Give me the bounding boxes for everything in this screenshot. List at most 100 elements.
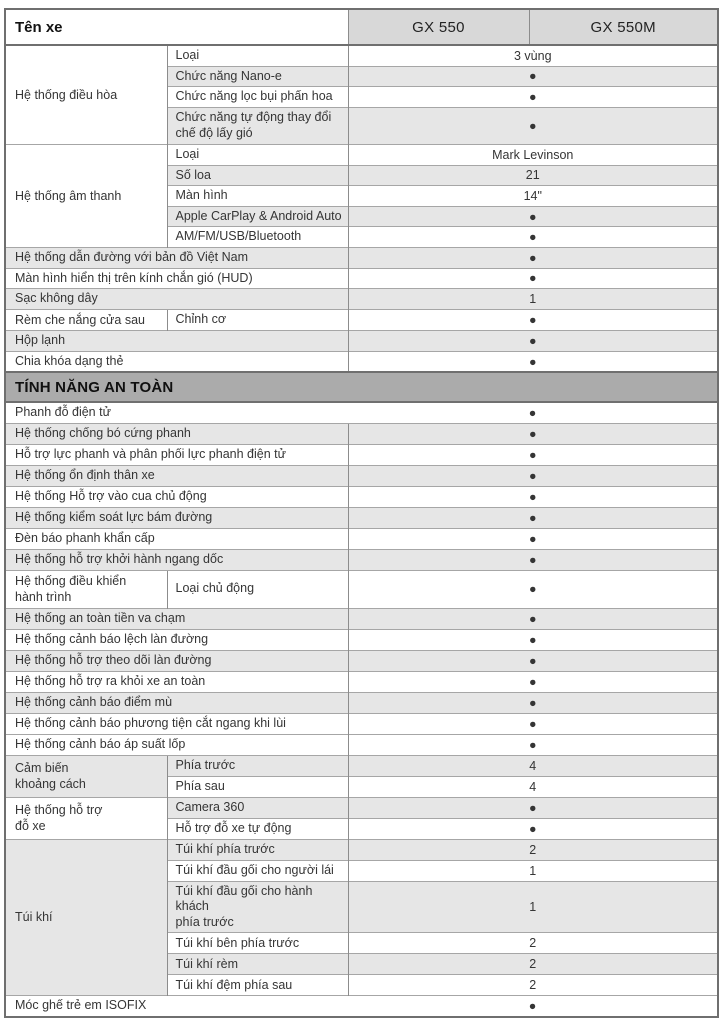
spec-sublabel: Loại chủ động xyxy=(166,570,348,608)
spec-value: ● xyxy=(347,330,718,352)
spec-value: Mark Levinson xyxy=(347,143,718,165)
spec-sublabel: Phía trước xyxy=(166,754,348,776)
spec-value: 3 vùng xyxy=(347,44,718,67)
spec-value: ● xyxy=(347,528,718,550)
table-row: Hỗ trợ đỗ xe tự động ● xyxy=(5,817,718,839)
spec-value: 2 xyxy=(347,838,718,860)
spec-sublabel: Chức năng tự động thay đổi chế độ lấy gi… xyxy=(166,106,348,145)
table-row: Số loa 21 xyxy=(5,164,718,186)
spec-sublabel: Túi khí rèm xyxy=(166,953,348,975)
table-row: AM/FM/USB/Bluetooth ● xyxy=(5,226,718,248)
table-row: Chức năng Nano-e ● xyxy=(5,65,718,87)
spec-sublabel: Chức năng lọc bụi phấn hoa xyxy=(166,86,348,108)
spec-label: Hệ thống cảnh báo áp suất lốp xyxy=(5,733,348,755)
spec-value: ● xyxy=(347,267,718,289)
spec-table-body: Hệ thống điều hòa Loại 3 vùng Chức năng Nan… xyxy=(5,44,718,1017)
table-row: Rèm che nắng cửa sau Chỉnh cơ ● xyxy=(5,308,718,331)
spec-value: ● xyxy=(347,817,718,839)
table-row: Hệ thống hỗ trợ ra khỏi xe an toàn ● xyxy=(5,670,718,692)
section-title: TÍNH NĂNG AN TOÀN xyxy=(5,371,718,404)
spec-value: ● xyxy=(347,507,718,529)
spec-value: ● xyxy=(347,628,718,650)
table-row: Hệ thống cảnh báo điểm mù ● xyxy=(5,691,718,713)
spec-value: 2 xyxy=(347,974,718,996)
spec-value: ● xyxy=(347,670,718,692)
spec-label: Hộp lạnh xyxy=(5,330,348,352)
spec-sublabel: Loại xyxy=(166,143,348,165)
table-row: Hệ thống dẫn đường với bản đồ Việt Nam ● xyxy=(5,247,718,269)
spec-value: 1 xyxy=(347,880,718,933)
spec-sublabel: AM/FM/USB/Bluetooth xyxy=(166,226,348,248)
group-label: Hệ thống điều hòa xyxy=(5,44,167,145)
table-row: Túi khí bên phía trước 2 xyxy=(5,932,718,954)
spec-label: Sạc không dây xyxy=(5,288,348,310)
vehicle-spec-table: Tên xe GX 550 GX 550M Hệ thống điều hòa L… xyxy=(4,8,719,1018)
table-row: Túi khí rèm 2 xyxy=(5,953,718,975)
spec-sublabel: Túi khí đầu gối cho người lái xyxy=(166,859,348,881)
spec-sublabel: Hỗ trợ đỗ xe tự động xyxy=(166,817,348,839)
spec-label: Hệ thống kiểm soát lực bám đường xyxy=(5,507,348,529)
table-row: Hệ thống cảnh báo áp suất lốp ● xyxy=(5,733,718,755)
spec-label: Phanh đỗ điện tử xyxy=(5,401,348,424)
table-row: Hệ thống chống bó cứng phanh ● xyxy=(5,423,718,445)
table-row: Hệ thống hỗ trợ đỗ xe Camera 360 ● xyxy=(5,796,718,839)
spec-value: 21 xyxy=(347,164,718,186)
group-label: Hệ thống hỗ trợ đỗ xe xyxy=(5,796,167,839)
table-row: Chức năng lọc bụi phấn hoa ● xyxy=(5,86,718,108)
group-label: Túi khí xyxy=(5,838,167,996)
spec-value: ● xyxy=(347,86,718,108)
spec-sublabel: Phía sau xyxy=(166,775,348,797)
spec-label: Hệ thống ổn định thân xe xyxy=(5,465,348,487)
spec-sublabel: Túi khí đầu gối cho hành khách phía trướ… xyxy=(166,880,348,933)
spec-label: Hỗ trợ lực phanh và phân phối lực phanh … xyxy=(5,444,348,466)
table-row: Túi khí đầu gối cho người lái 1 xyxy=(5,859,718,881)
spec-value: 1 xyxy=(347,859,718,881)
spec-value: ● xyxy=(347,106,718,145)
section-banner-row: TÍNH NĂNG AN TOÀN xyxy=(5,371,718,404)
spec-sublabel: Loại xyxy=(166,44,348,67)
spec-value: ● xyxy=(347,691,718,713)
table-row: Cảm biến khoảng cách Phía trước 4 xyxy=(5,754,718,797)
spec-label: Hệ thống hỗ trợ theo dõi làn đường xyxy=(5,649,348,671)
spec-value: ● xyxy=(347,308,718,331)
spec-value: ● xyxy=(347,247,718,269)
table-row: Phanh đỗ điện tử ● xyxy=(5,401,718,424)
table-row: Hệ thống ổn định thân xe ● xyxy=(5,465,718,487)
spec-label: Đèn báo phanh khẩn cấp xyxy=(5,528,348,550)
spec-value: ● xyxy=(347,65,718,87)
spec-value: 2 xyxy=(347,953,718,975)
spec-label: Hệ thống hỗ trợ khởi hành ngang dốc xyxy=(5,549,348,571)
spec-value: 2 xyxy=(347,932,718,954)
spec-sublabel: Túi khí bên phía trước xyxy=(166,932,348,954)
spec-sublabel: Túi khí phía trước xyxy=(166,838,348,860)
table-row: Hệ thống cảnh báo phương tiện cắt ngang … xyxy=(5,712,718,734)
spec-value: ● xyxy=(347,465,718,487)
spec-sublabel: Chỉnh cơ xyxy=(166,308,348,331)
table-row: Móc ghế trẻ em ISOFIX ● xyxy=(5,995,718,1017)
spec-value: ● xyxy=(348,995,718,1017)
spec-label: Móc ghế trẻ em ISOFIX xyxy=(5,995,348,1017)
spec-label: Hệ thống Hỗ trợ vào cua chủ động xyxy=(5,486,348,508)
spec-sublabel: Chức năng Nano-e xyxy=(166,65,348,87)
header-row: Tên xe GX 550 GX 550M xyxy=(5,8,718,46)
spec-value: ● xyxy=(347,444,718,466)
spec-value: ● xyxy=(347,649,718,671)
spec-label: Màn hình hiển thị trên kính chắn gió (HU… xyxy=(5,267,348,289)
table-row: Túi khí đầu gối cho hành khách phía trướ… xyxy=(5,880,718,933)
spec-value: 4 xyxy=(347,754,718,776)
group-label: Cảm biến khoảng cách xyxy=(5,754,167,797)
table-row: Hệ thống điều hòa Loại 3 vùng xyxy=(5,44,718,145)
table-row: Màn hình 14" xyxy=(5,185,718,207)
table-row: Phía sau 4 xyxy=(5,775,718,797)
spec-sublabel: Số loa xyxy=(166,164,348,186)
spec-label: Hệ thống hỗ trợ ra khỏi xe an toàn xyxy=(5,670,348,692)
spec-label: Hệ thống cảnh báo phương tiện cắt ngang … xyxy=(5,712,348,734)
spec-label: Chia khóa dạng thẻ xyxy=(5,350,348,373)
spec-sublabel: Camera 360 xyxy=(166,796,348,818)
spec-value: 14" xyxy=(347,185,718,207)
header-name-column: Tên xe xyxy=(5,8,348,46)
spec-value: ● xyxy=(347,549,718,571)
spec-label: Hệ thống an toàn tiền va chạm xyxy=(5,607,348,629)
table-row: Hệ thống điều khiển hành trình Loại chủ đ… xyxy=(5,570,718,608)
